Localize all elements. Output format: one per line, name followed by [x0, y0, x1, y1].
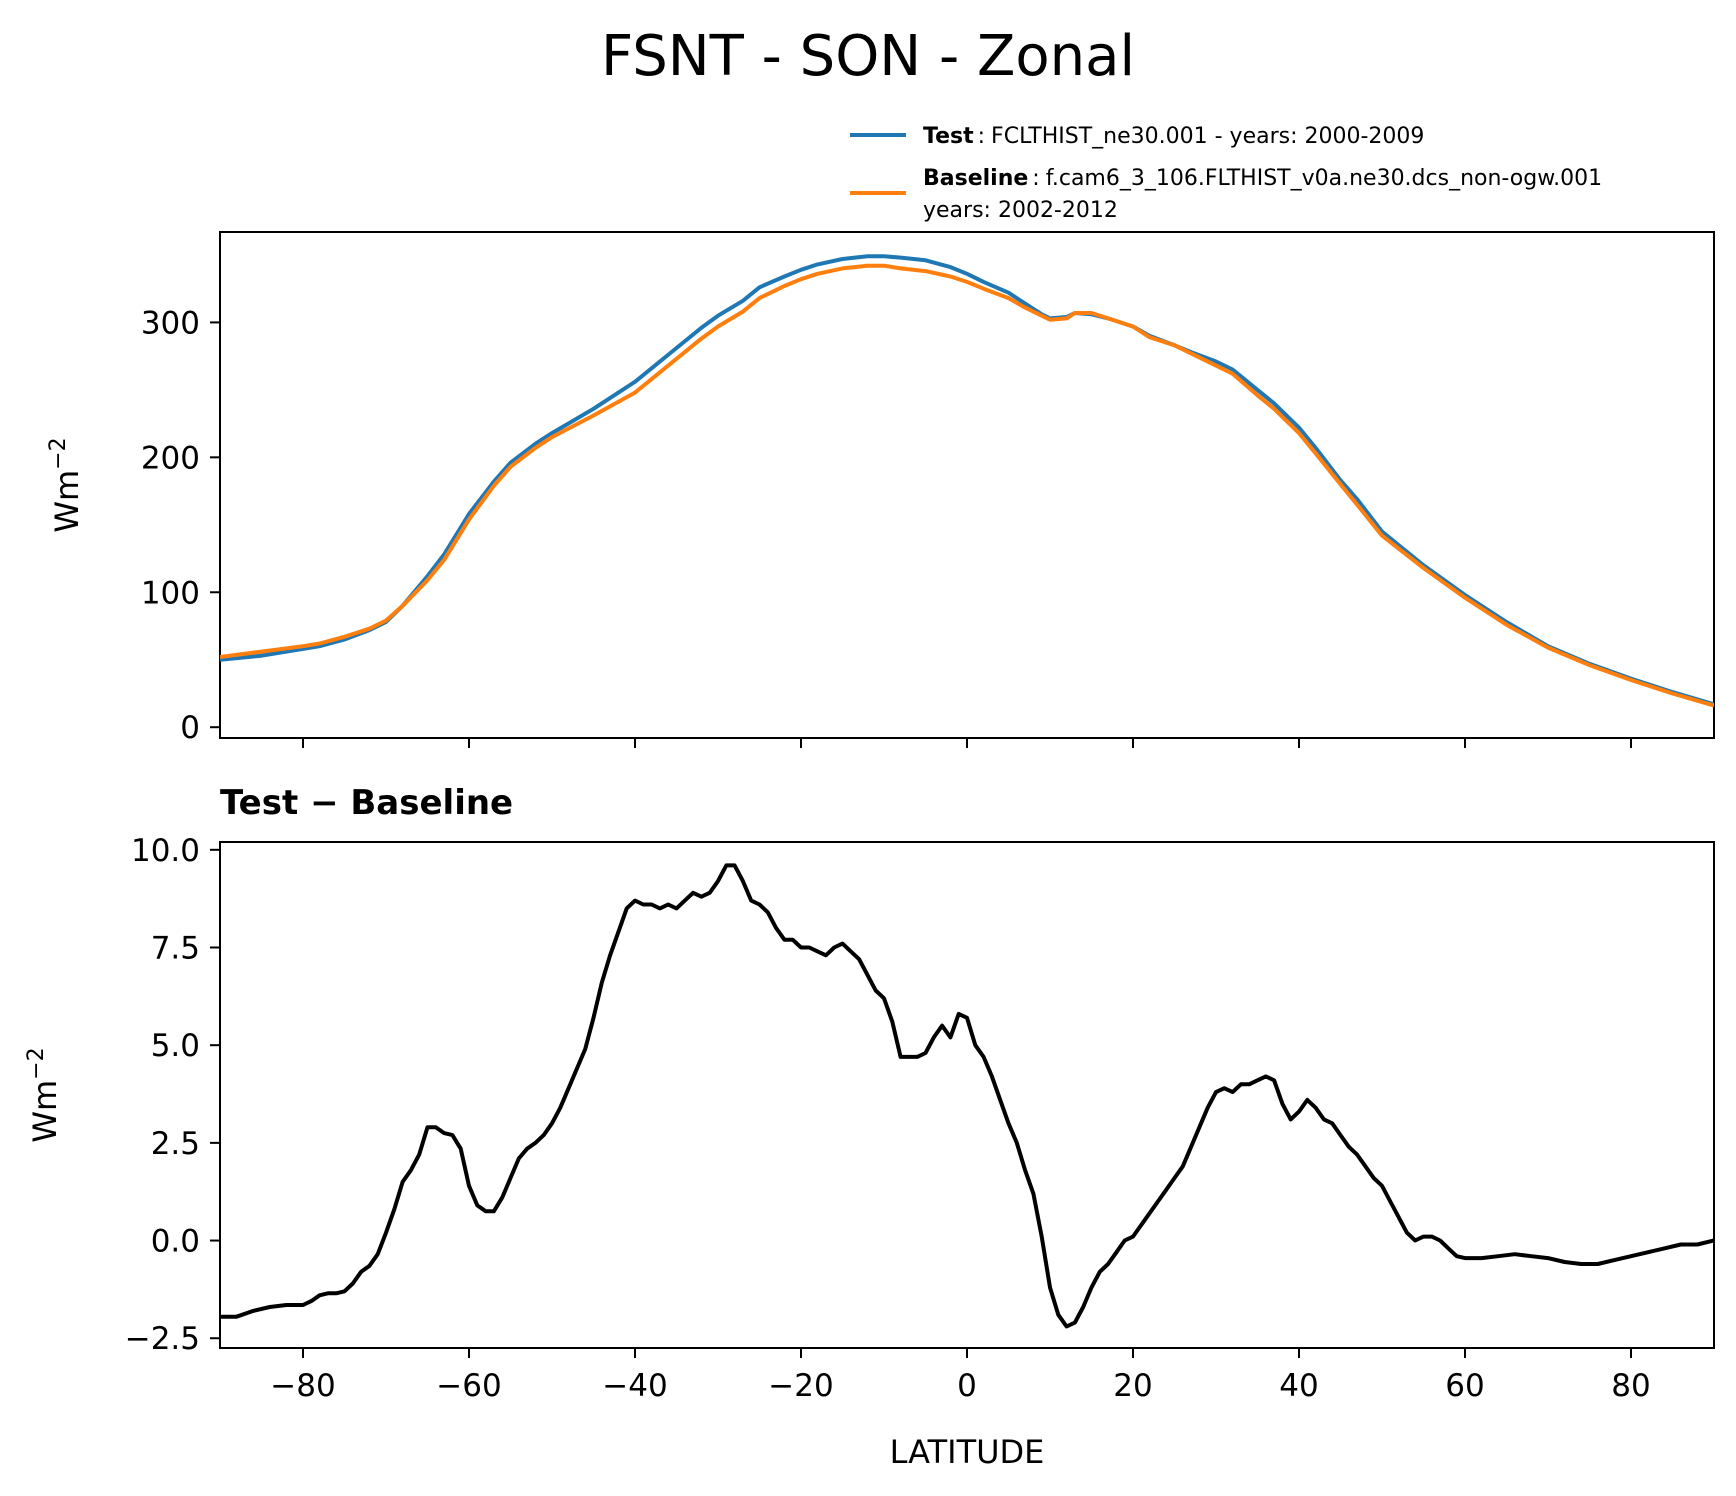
y-tick-label: −2.5: [125, 1321, 200, 1357]
panel-top-series: [220, 254, 1714, 708]
legend-baseline-text2: years: 2002-2012: [923, 198, 1118, 223]
y-tick-label: 300: [141, 305, 200, 341]
panel-bottom-yticks: −2.5 0.0 2.5 5.0 7.5 10.0: [125, 833, 220, 1357]
panel-top: 0 100 200 300 Wm−2: [46, 231, 1715, 748]
panel-top-xticks: [302, 738, 1632, 748]
panel-top-ylabel: Wm−2: [46, 437, 86, 532]
legend-baseline-text: f.cam6_3_106.FLTHIST_v0a.ne30.dcs_non-og…: [1046, 166, 1602, 191]
x-tick-label: −20: [768, 1368, 833, 1404]
panel-top-yticks: 0 100 200 300: [141, 305, 220, 746]
x-tick-label: −80: [270, 1368, 335, 1404]
y-tick-label: 100: [141, 575, 200, 611]
series-line-test: [220, 254, 1714, 707]
x-tick-label: −40: [602, 1368, 667, 1404]
series-line-baseline: [220, 263, 1714, 708]
series-line-test-baseline: [220, 863, 1714, 1329]
y-tick-label: 7.5: [151, 930, 200, 966]
legend-baseline-label: Baseline: [923, 166, 1028, 191]
panel-top-frame: [219, 231, 1715, 739]
x-tick-label: 0: [957, 1368, 977, 1404]
panel-bottom-xticks: −80 −60 −40 −20 0 20 40 60 80: [270, 1348, 1651, 1404]
y-tick-label: 10.0: [131, 833, 200, 869]
y-tick-label: 0: [180, 710, 200, 746]
panel-bottom: Test − Baseline −80 −60 −40 −20 0 20 40 60 80 −2…: [24, 783, 1715, 1471]
svg-text:Test:FCLTHIST_ne30.001 - years: Test: FCLTHIST_ne30.001 - years: 2000-200…: [923, 124, 1424, 149]
y-tick-label: 0.0: [151, 1224, 200, 1260]
legend-baseline-sep: :: [1032, 166, 1039, 191]
y-tick-label: 5.0: [151, 1028, 200, 1064]
y-tick-label: 200: [141, 440, 200, 476]
x-tick-label: 40: [1279, 1368, 1318, 1404]
x-tick-label: 80: [1611, 1368, 1650, 1404]
panel-bottom-series: [220, 863, 1714, 1329]
y-tick-label: 2.5: [151, 1126, 200, 1162]
legend-test-label: Test: [923, 124, 974, 149]
svg-text:Baseline:f.cam6_3_106.FLTHIST_: Baseline: f.cam6_3_106.FLTHIST_v0a.ne30.d…: [923, 166, 1602, 191]
panel-bottom-ylabel: Wm−2: [24, 1047, 64, 1142]
legend: Test: FCLTHIST_ne30.001 - years: 2000-200…: [850, 124, 1602, 223]
x-tick-label: 60: [1445, 1368, 1484, 1404]
legend-test-sep: :: [978, 124, 985, 149]
legend-test-text: FCLTHIST_ne30.001 - years: 2000-2009: [991, 124, 1424, 149]
panel-bottom-xlabel: LATITUDE: [890, 1433, 1045, 1471]
panel-bottom-frame: [219, 841, 1715, 1349]
figure-title: FSNT - SON - Zonal: [601, 24, 1135, 89]
x-tick-label: 20: [1113, 1368, 1152, 1404]
x-tick-label: −60: [436, 1368, 501, 1404]
panel-bottom-title: Test − Baseline: [220, 783, 513, 823]
